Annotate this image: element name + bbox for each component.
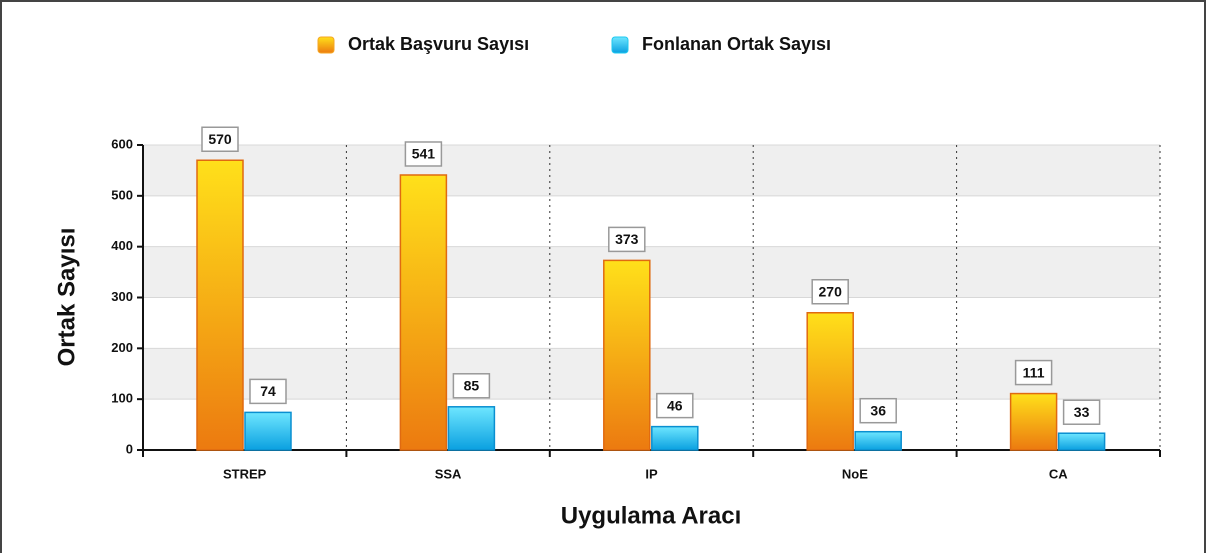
value-label: 373 [615,231,639,247]
value-label: 85 [464,377,480,393]
legend-label: Fonlanan Ortak Sayısı [642,34,831,54]
value-label-box [1014,359,1053,386]
grid-band [143,145,1160,196]
value-label: 541 [412,146,436,162]
value-label: 570 [208,131,232,147]
x-axis-label: Uygulama Aracı [561,502,742,529]
value-label: 111 [1023,364,1045,380]
bar [1057,432,1106,451]
y-tick-label: 600 [111,136,133,151]
y-tick-label: 500 [111,187,133,202]
y-axis-label: Ortak Sayısı [53,228,80,367]
bar [603,259,651,451]
y-tick-label: 100 [111,391,133,406]
value-label: 74 [260,383,276,399]
value-label-box [404,141,443,167]
legend-swatch [611,36,629,54]
bar [196,159,244,451]
bar [806,312,854,451]
y-tick-label: 200 [111,340,133,355]
y-tick-label: 0 [126,441,133,456]
legend-swatch [317,36,335,54]
x-tick-label: CA [1049,466,1068,481]
value-label-box [811,279,849,305]
value-label-box [1062,399,1101,425]
legend-label: Ortak Başvuru Sayısı [348,34,529,54]
bar [854,430,902,451]
y-tick-label: 400 [111,238,133,253]
value-label: 270 [819,283,843,299]
bar [447,406,496,451]
value-label-box [249,378,287,405]
bar [244,411,292,451]
x-tick-label: SSA [435,466,462,481]
x-tick-label: STREP [223,466,267,481]
value-label-box [608,226,646,253]
grid-band [143,246,1160,298]
y-tick-label: 300 [111,289,133,304]
value-label-box [201,126,239,152]
x-tick-label: IP [645,466,658,481]
bar [399,174,448,451]
value-label-box [656,392,694,419]
value-label-box [452,373,491,399]
value-label-box [859,397,897,424]
value-label: 36 [870,402,886,418]
value-label: 46 [667,397,683,413]
grid-band [143,348,1160,400]
value-label: 33 [1074,404,1090,420]
x-tick-label: NoE [842,466,868,481]
bar [651,425,699,451]
bar [1009,392,1058,451]
